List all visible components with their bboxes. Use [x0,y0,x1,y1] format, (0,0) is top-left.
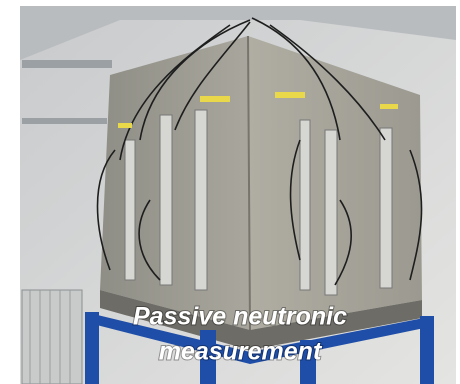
photo: Passive neutronic measurement [0,0,460,384]
caption-line: Passive neutronic [133,303,347,331]
wall-rail [22,60,112,68]
page: {"caption": {"lines": ["Passive neutroni… [0,0,460,384]
cube-left-face [100,36,250,330]
caption-line: measurement [159,338,323,366]
wall-rail [22,118,107,124]
grating [22,290,82,384]
